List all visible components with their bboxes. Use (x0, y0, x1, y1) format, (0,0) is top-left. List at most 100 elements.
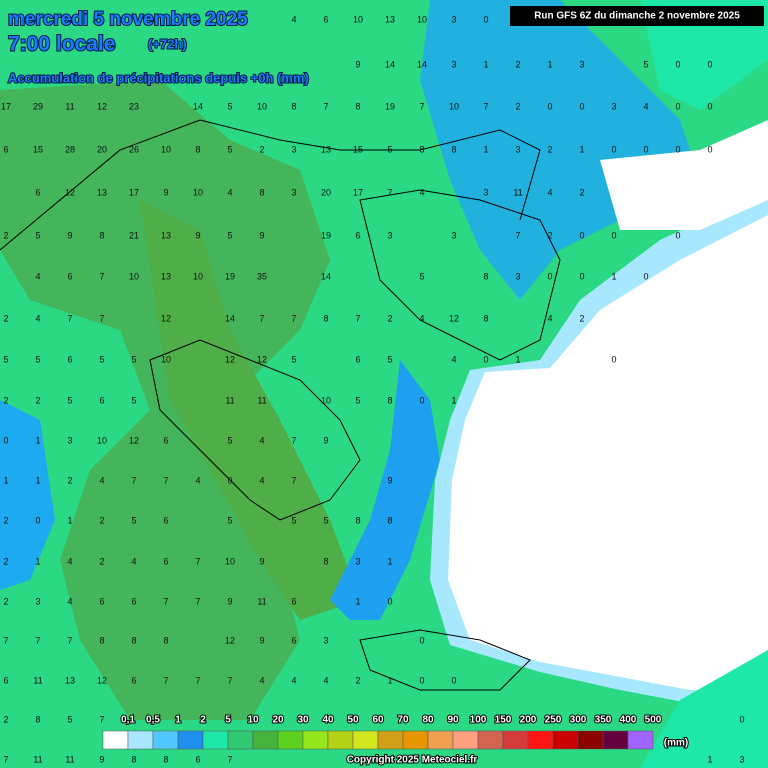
grid-value: 4 (451, 354, 456, 364)
grid-value: 7 (99, 271, 104, 281)
grid-value: 17 (1, 101, 11, 111)
grid-value: 4 (323, 675, 328, 685)
copyright: Copyright 2025 Meteociel.fr (347, 755, 478, 766)
grid-value: 29 (33, 101, 43, 111)
grid-value: 5 (3, 354, 8, 364)
legend-swatch (602, 730, 629, 750)
grid-value: 6 (67, 271, 72, 281)
grid-value: 15 (353, 144, 363, 154)
grid-value: 5 (419, 271, 424, 281)
legend-swatch (352, 730, 379, 750)
grid-value: 5 (99, 354, 104, 364)
grid-value: 3 (67, 435, 72, 445)
grid-value: 4 (259, 435, 264, 445)
grid-value: 7 (99, 313, 104, 323)
legend-swatch (227, 730, 254, 750)
grid-value: 7 (131, 475, 136, 485)
legend-label: 80 (422, 715, 434, 726)
grid-value: 4 (291, 14, 296, 24)
grid-value: 0 (419, 675, 424, 685)
legend-swatch (577, 730, 604, 750)
grid-value: 2 (3, 556, 8, 566)
grid-value: 6 (163, 556, 168, 566)
grid-value: 4 (259, 675, 264, 685)
grid-value: 4 (35, 271, 40, 281)
grid-value: 5 (291, 354, 296, 364)
grid-value: 2 (579, 187, 584, 197)
grid-value: 9 (67, 230, 72, 240)
grid-value: 7 (515, 230, 520, 240)
grid-value: 8 (323, 313, 328, 323)
grid-value: 1 (67, 515, 72, 525)
grid-value: 4 (67, 556, 72, 566)
grid-value: 3 (291, 187, 296, 197)
grid-value: 5 (355, 395, 360, 405)
grid-value: 5 (227, 144, 232, 154)
legend-swatch (552, 730, 579, 750)
grid-value: 7 (323, 101, 328, 111)
legend-swatch (177, 730, 204, 750)
legend-swatch (277, 730, 304, 750)
grid-value: 20 (321, 187, 331, 197)
run-box (510, 6, 764, 26)
legend-label: 2 (200, 715, 206, 726)
legend-swatch (627, 730, 654, 750)
grid-value: 3 (451, 230, 456, 240)
grid-value: 8 (99, 635, 104, 645)
legend-label: 500 (645, 715, 662, 726)
grid-value: 0 (579, 271, 584, 281)
grid-value: 8 (163, 635, 168, 645)
grid-value: 4 (35, 313, 40, 323)
grid-value: 9 (355, 59, 360, 69)
grid-value: 8 (355, 515, 360, 525)
grid-value: 0 (227, 475, 232, 485)
grid-value: 13 (161, 230, 171, 240)
grid-value: 4 (195, 475, 200, 485)
grid-value: 3 (291, 144, 296, 154)
grid-value: 2 (547, 144, 552, 154)
grid-value: 4 (643, 101, 648, 111)
grid-value: 7 (3, 754, 8, 764)
grid-value: 9 (163, 187, 168, 197)
grid-value: 10 (449, 101, 459, 111)
grid-value: 19 (385, 101, 395, 111)
grid-value: 11 (225, 395, 234, 405)
grid-value: 0 (419, 635, 424, 645)
grid-value: 2 (3, 596, 8, 606)
grid-value: 14 (417, 59, 427, 69)
legend-swatch (252, 730, 279, 750)
grid-value: 8 (35, 714, 40, 724)
legend-label: 90 (447, 715, 459, 726)
grid-value: 2 (387, 313, 392, 323)
grid-value: 0 (483, 354, 488, 364)
grid-value: 1 (3, 475, 8, 485)
grid-value: 8 (99, 230, 104, 240)
grid-value: 8 (483, 271, 488, 281)
grid-value: 11 (33, 675, 42, 685)
grid-value: 1 (387, 675, 392, 685)
legend-swatch (102, 730, 129, 750)
grid-value: 12 (161, 313, 171, 323)
grid-value: 7 (387, 187, 392, 197)
grid-value: 1 (35, 435, 40, 445)
grid-value: 6 (67, 354, 72, 364)
grid-value: 0 (675, 144, 680, 154)
legend-swatch (452, 730, 479, 750)
grid-value: 10 (417, 14, 427, 24)
grid-value: 12 (129, 435, 139, 445)
grid-value: 9 (259, 230, 264, 240)
grid-value: 1 (483, 59, 488, 69)
grid-value: 0 (707, 101, 712, 111)
grid-value: 8 (131, 754, 136, 764)
grid-value: 4 (67, 596, 72, 606)
grid-value: 2 (67, 475, 72, 485)
grid-value: 3 (611, 101, 616, 111)
grid-value: 8 (483, 313, 488, 323)
grid-value: 6 (291, 596, 296, 606)
grid-value: 11 (513, 187, 522, 197)
grid-value: 5 (387, 144, 392, 154)
grid-value: 7 (163, 596, 168, 606)
grid-value: 2 (3, 714, 8, 724)
grid-value: 0 (579, 101, 584, 111)
